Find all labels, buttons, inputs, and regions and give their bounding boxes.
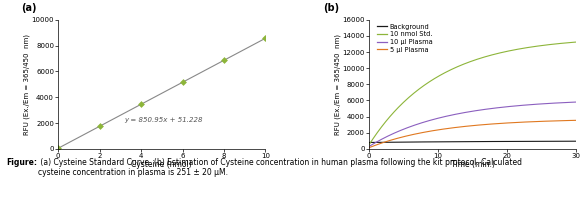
Point xyxy=(136,102,146,106)
Text: Figure:: Figure: xyxy=(6,158,37,167)
Text: (b): (b) xyxy=(324,3,339,13)
X-axis label: Time (min.): Time (min.) xyxy=(450,161,495,170)
Text: (a) Cysteine Standard Curve. (b) Estimation of Cysteine concentration in human p: (a) Cysteine Standard Curve. (b) Estimat… xyxy=(38,158,522,177)
Point xyxy=(178,81,187,84)
Y-axis label: RFU (Ex./Em = 365/450  nm): RFU (Ex./Em = 365/450 nm) xyxy=(24,34,30,135)
Point xyxy=(219,59,229,62)
Y-axis label: RFU (Ex./Em = 365/450  nm): RFU (Ex./Em = 365/450 nm) xyxy=(335,34,341,135)
Legend: Background, 10 nmol Std., 10 μl Plasma, 5 μl Plasma: Background, 10 nmol Std., 10 μl Plasma, … xyxy=(377,23,433,53)
Text: y = 850.95x + 51.228: y = 850.95x + 51.228 xyxy=(125,117,203,123)
Text: (a): (a) xyxy=(21,3,37,13)
Point xyxy=(261,37,270,40)
Point xyxy=(54,147,63,150)
X-axis label: Cysteine (nmol): Cysteine (nmol) xyxy=(132,161,192,170)
Point xyxy=(95,125,104,128)
